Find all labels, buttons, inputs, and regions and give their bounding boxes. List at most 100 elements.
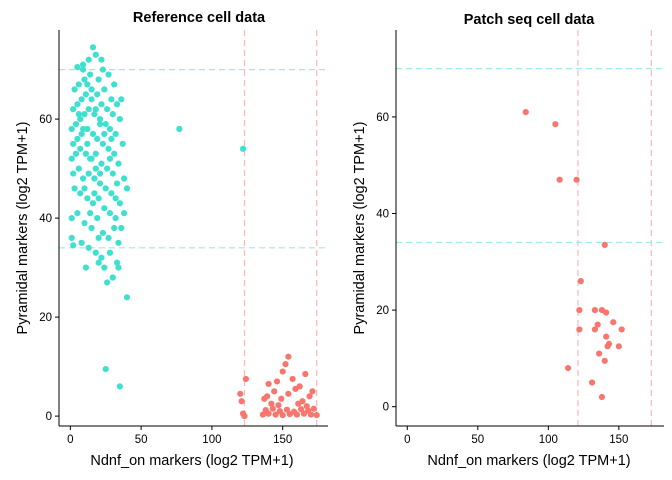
data-point [95,234,102,241]
data-point [121,210,128,217]
data-point [78,239,85,246]
x-axis-title: Ndnf_on markers (log2 TPM+1) [90,453,293,469]
data-point [123,294,131,301]
data-point [101,264,108,271]
data-point [96,120,104,128]
data-point [96,180,104,187]
data-point [89,44,97,51]
data-point [101,86,108,93]
x-tick-label: 150 [273,434,292,446]
data-point [275,402,282,409]
data-point [88,86,95,93]
data-point [95,76,102,83]
data-point [603,309,610,316]
x-tick-label: 50 [135,434,148,446]
data-point [313,412,320,419]
data-point [84,195,91,202]
data-point [296,383,303,390]
data-point [92,150,99,157]
data-point [92,106,99,113]
y-tick-label: 60 [376,112,389,124]
y-tick-label: 20 [376,305,389,317]
x-tick-label: 0 [67,434,73,446]
data-point [91,175,98,182]
data-point [111,224,118,232]
data-point [108,96,115,103]
data-point [309,388,316,395]
data-point [101,130,108,138]
data-point [79,125,87,133]
data-point [615,343,622,350]
y-axis-title: Pyramidal markers (log2 TPM+1) [352,122,368,335]
data-point [75,165,82,172]
data-point [81,76,88,83]
data-point [119,140,126,147]
data-point [115,160,122,167]
data-point [74,210,81,217]
data-point [262,407,269,414]
data-point [91,190,98,197]
y-tick-label: 40 [39,213,52,225]
reference-panel: Reference cell data Ndnf_on markers (log… [15,10,328,469]
data-point [295,400,302,407]
data-point [70,170,77,177]
data-point [94,135,101,142]
data-point [68,215,75,222]
data-point [94,215,101,222]
data-point [71,86,78,93]
data-point [74,64,81,71]
data-point [75,111,82,118]
data-point [87,210,94,217]
data-point [109,111,116,118]
data-point [91,111,98,118]
data-point [106,210,114,217]
data-point [271,388,278,395]
data-point [111,150,118,157]
data-point [116,116,123,123]
data-point [89,130,97,138]
data-point [108,135,115,142]
data-point [81,219,88,227]
data-point [265,380,272,388]
data-point [82,91,89,98]
data-point [84,125,91,133]
data-point [115,264,122,271]
x-tick-label: 100 [202,434,221,446]
chart-title: Patch seq cell data [464,12,595,28]
data-point [261,395,268,402]
data-point [268,400,275,407]
data-point [618,326,625,333]
data-point [85,170,92,177]
data-point [104,165,111,172]
data-point [105,234,112,241]
data-point [298,406,305,413]
data-point [238,398,245,405]
data-point [596,350,603,357]
data-point [84,140,91,147]
data-point [81,185,88,192]
data-point [68,155,75,162]
data-point [98,56,105,63]
data-point [85,106,92,113]
data-point [108,190,115,197]
data-point [113,259,121,266]
data-point [306,393,313,400]
data-point [112,215,119,222]
data-point [106,125,114,133]
data-point [72,150,80,157]
data-point [75,81,82,88]
data-point [68,125,75,133]
x-tick-label: 100 [539,434,558,446]
data-point [112,130,119,138]
data-point [99,66,106,73]
data-point [237,390,244,397]
data-point [116,200,123,207]
data-point [564,364,572,372]
data-point [269,405,276,412]
data-point [79,175,87,182]
data-point [123,185,131,192]
x-tick-label: 0 [404,434,410,446]
data-point [96,170,104,177]
data-point [88,96,95,103]
